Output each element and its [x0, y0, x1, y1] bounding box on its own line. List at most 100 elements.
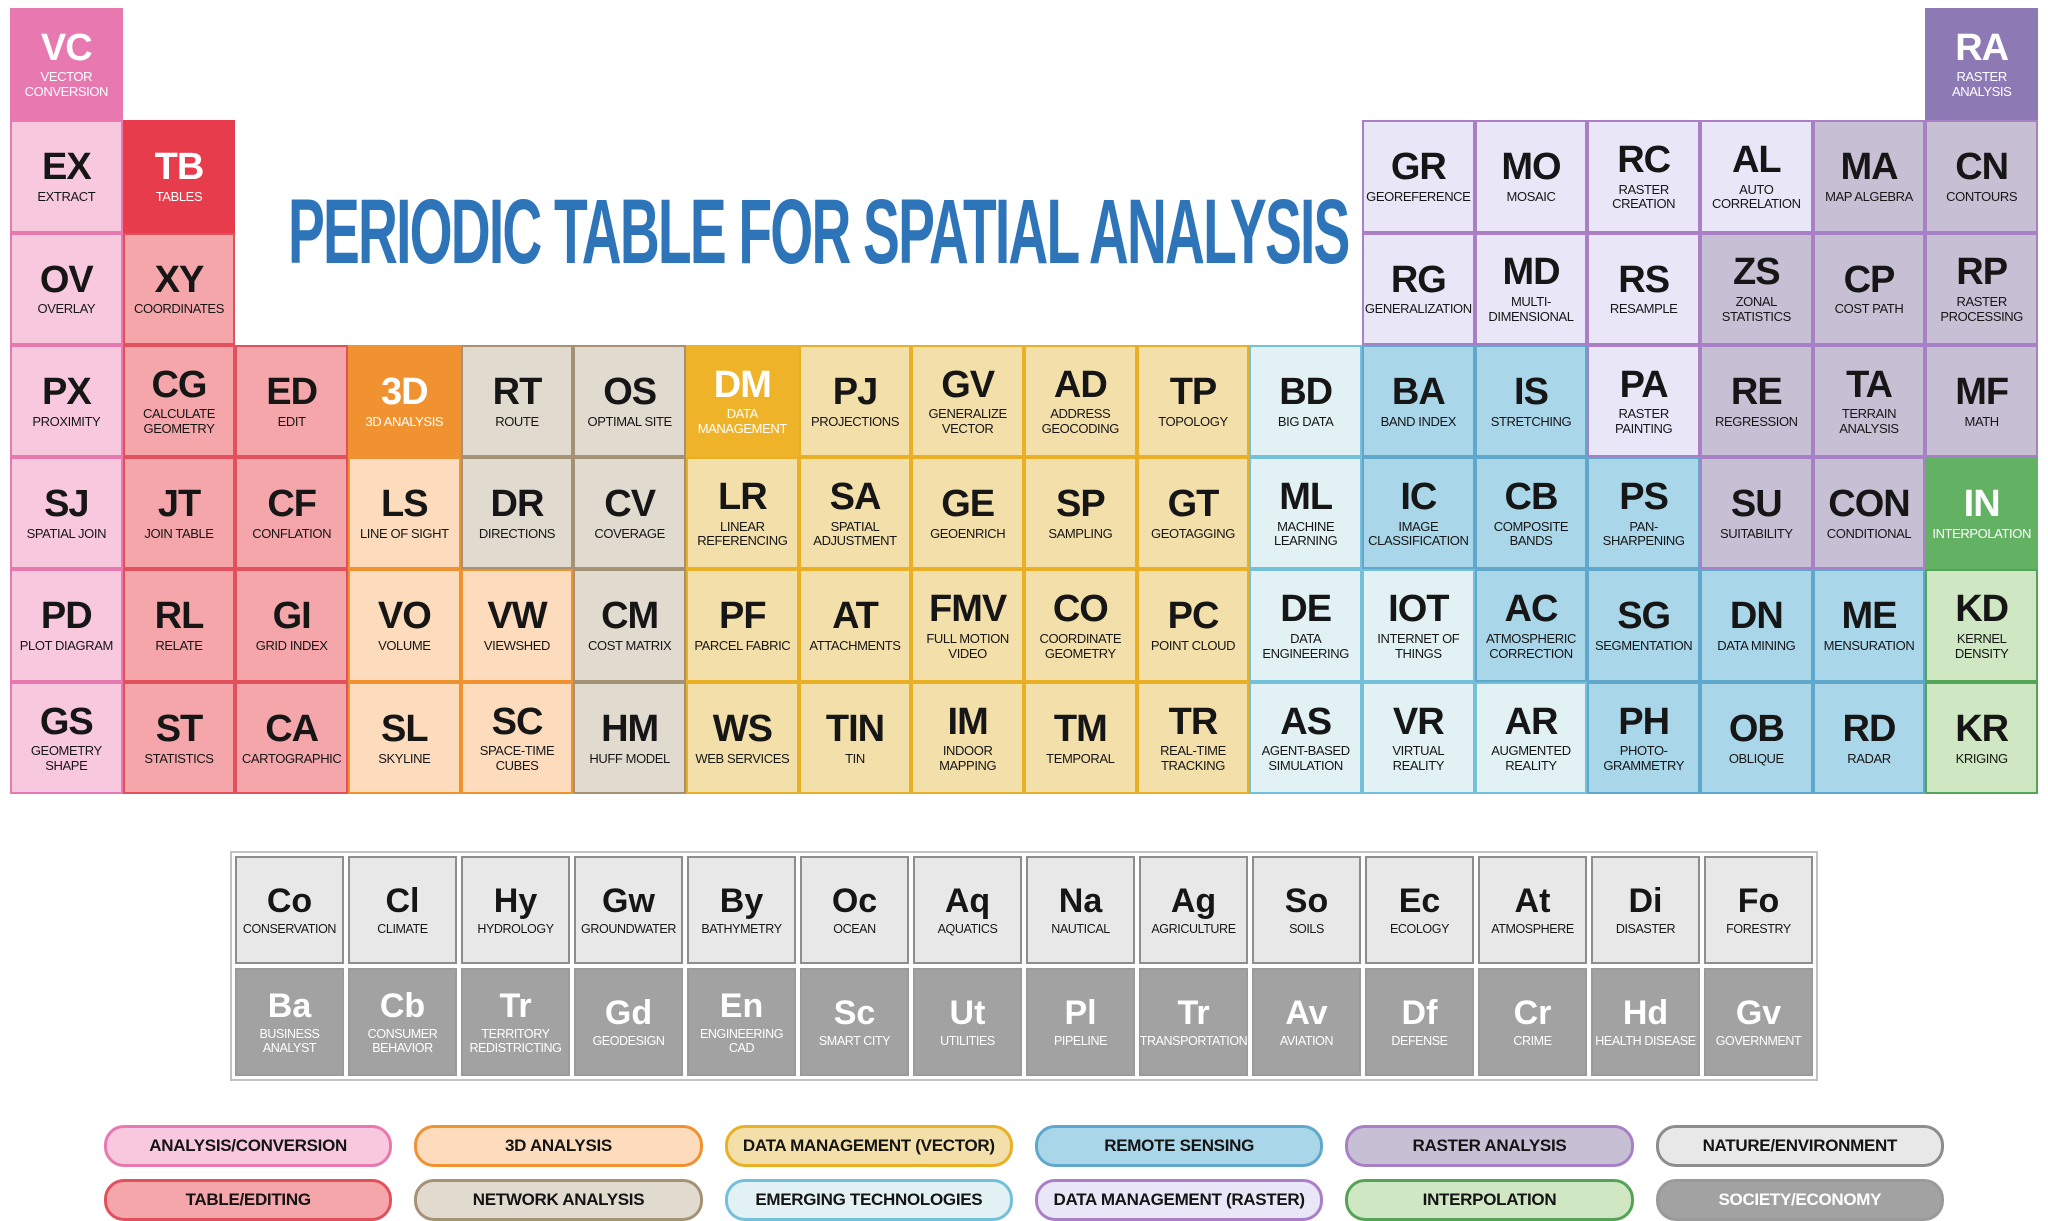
element-co: CO COORDINATE GEOMETRY: [1023, 569, 1137, 682]
symbol-label: WS: [712, 707, 773, 750]
name-label: COVERAGE: [594, 525, 665, 541]
field-ec: Ec ECOLOGY: [1365, 856, 1474, 964]
name-label: DATA MINING: [1717, 638, 1796, 654]
element-dn: DN DATA MINING: [1699, 569, 1813, 682]
name-label: INTERPOLATION: [1932, 525, 2031, 541]
symbol-label: RG: [1390, 258, 1447, 301]
application-fields-section: Co CONSERVATION Cl CLIMATE Hy HYDROLOGY Gw GROU…: [230, 851, 1818, 1081]
field-en: En ENGINEERING CAD: [687, 968, 796, 1076]
symbol-label: CG: [151, 363, 207, 406]
element-kr: KR KRIGING: [1925, 681, 2038, 795]
symbol-label: Aq: [944, 882, 991, 921]
name-label: PIPELINE: [1053, 1033, 1108, 1048]
symbol-label: CP: [1843, 258, 1896, 301]
symbol-label: By: [719, 882, 764, 921]
name-label: REGRESSION: [1714, 413, 1798, 429]
symbol-label: LR: [717, 475, 768, 518]
name-label: GEOTAGGING: [1151, 525, 1235, 541]
symbol-label: AS: [1280, 700, 1332, 743]
symbol-label: DE: [1280, 588, 1332, 631]
symbol-label: OS: [603, 370, 657, 413]
legend-table-editing: TABLE/EDITING: [104, 1179, 393, 1221]
element-sj: SJ SPATIAL JOIN: [10, 457, 123, 570]
name-label: PLOT DIAGRAM: [19, 638, 114, 654]
element-kd: KD KERNEL DENSITY: [1925, 569, 2038, 682]
name-label: VIRTUAL REALITY: [1392, 743, 1445, 773]
symbol-label: GV: [941, 363, 995, 406]
symbol-label: GR: [1390, 146, 1447, 189]
element-gr: GR GEOREFERENCE: [1361, 120, 1475, 233]
symbol-label: TIN: [825, 707, 885, 750]
name-label: REAL-TIME TRACKING: [1160, 743, 1226, 773]
element-vr: VR VIRTUAL REALITY: [1361, 681, 1475, 795]
legend-analysis-conversion: ANALYSIS/CONVERSION: [104, 1125, 393, 1167]
name-label: SUITABILITY: [1719, 525, 1793, 541]
name-label: BATHYMETRY: [701, 921, 782, 936]
symbol-label: Hd: [1622, 994, 1669, 1033]
name-label: SMART CITY: [818, 1033, 891, 1048]
name-label: FULL MOTION VIDEO: [926, 630, 1009, 661]
symbol-label: Pl: [1064, 994, 1097, 1033]
symbol-label: Hy: [493, 882, 538, 921]
field-cl: Cl CLIMATE: [348, 856, 457, 964]
name-label: AUGMENTED REALITY: [1491, 743, 1571, 773]
element-md: MD MULTI-DIMENSIONAL: [1474, 232, 1588, 345]
symbol-label: GE: [941, 483, 995, 526]
name-label: INTERNET OF THINGS: [1377, 630, 1460, 661]
name-label: STRETCHING: [1490, 413, 1572, 429]
symbol-label: AR: [1504, 700, 1559, 743]
element-ad: AD ADDRESS GEOCODING: [1023, 344, 1137, 458]
name-label: LINEAR REFERENCING: [697, 518, 788, 549]
name-label: SPATIAL JOIN: [26, 525, 107, 541]
name-label: HYDROLOGY: [477, 921, 554, 936]
application-fields-grid: Co CONSERVATION Cl CLIMATE Hy HYDROLOGY Gw GROU…: [235, 856, 1813, 1076]
symbol-label: Oc: [831, 882, 878, 921]
name-label: LINE OF SIGHT: [359, 525, 449, 541]
name-label: SAMPLING: [1048, 525, 1113, 541]
element-al: AL AUTO CORRELATION: [1699, 120, 1813, 233]
element-ac: AC ATMOSPHERIC CORRECTION: [1474, 569, 1588, 682]
symbol-label: RT: [492, 370, 543, 413]
element-pa: PA RASTER PAINTING: [1587, 344, 1700, 458]
name-label: CRIME: [1513, 1033, 1552, 1048]
name-label: PROJECTIONS: [810, 413, 900, 429]
symbol-label: CN: [1955, 146, 2009, 189]
symbol-label: MA: [1840, 146, 1898, 189]
symbol-label: So: [1284, 882, 1329, 921]
name-label: GROUNDWATER: [581, 921, 676, 936]
symbol-label: GT: [1167, 483, 1220, 526]
name-label: ATTACHMENTS: [809, 638, 901, 654]
symbol-label: JT: [157, 483, 201, 526]
name-label: MATH: [1964, 413, 2000, 429]
name-label: TERRAIN ANALYSIS: [1839, 406, 1899, 436]
element-gt: GT GEOTAGGING: [1136, 457, 1250, 570]
element-bd: BD BIG DATA: [1249, 344, 1362, 458]
name-label: ECOLOGY: [1389, 921, 1450, 936]
element-vo: VO VOLUME: [347, 569, 461, 682]
symbol-label: Ag: [1170, 882, 1217, 921]
element-cf: CF CONFLATION: [235, 457, 348, 570]
name-label: STATISTICS: [144, 750, 214, 766]
element-ta: TA TERRAIN ANALYSIS: [1812, 344, 1926, 458]
field-gd: Gd GEODESIGN: [574, 968, 683, 1076]
symbol-label: Gd: [604, 994, 653, 1033]
field-aq: Aq AQUATICS: [913, 856, 1022, 964]
element-ca: CA CARTOGRAPHIC: [235, 681, 348, 795]
symbol-label: Ut: [949, 994, 986, 1033]
element-tin: TIN TIN: [798, 681, 912, 795]
symbol-label: VO: [377, 595, 432, 638]
symbol-label: VW: [487, 595, 547, 638]
name-label: ADDRESS GEOCODING: [1041, 406, 1120, 436]
symbol-label: TP: [1169, 370, 1218, 413]
element-de: DE DATA ENGINEERING: [1249, 569, 1362, 682]
element-ws: WS WEB SERVICES: [685, 681, 799, 795]
name-label: ATMOSPHERIC CORRECTION: [1486, 630, 1576, 661]
symbol-label: RP: [1956, 251, 2008, 294]
element-ob: OB OBLIQUE: [1699, 681, 1813, 795]
field-di: Di DISASTER: [1591, 856, 1700, 964]
element-tb: TB TABLES: [122, 120, 236, 233]
symbol-label: IM: [947, 700, 989, 743]
field-ag: Ag AGRICULTURE: [1139, 856, 1248, 964]
name-label: AGRICULTURE: [1151, 921, 1236, 936]
element-rt: RT ROUTE: [460, 344, 574, 458]
